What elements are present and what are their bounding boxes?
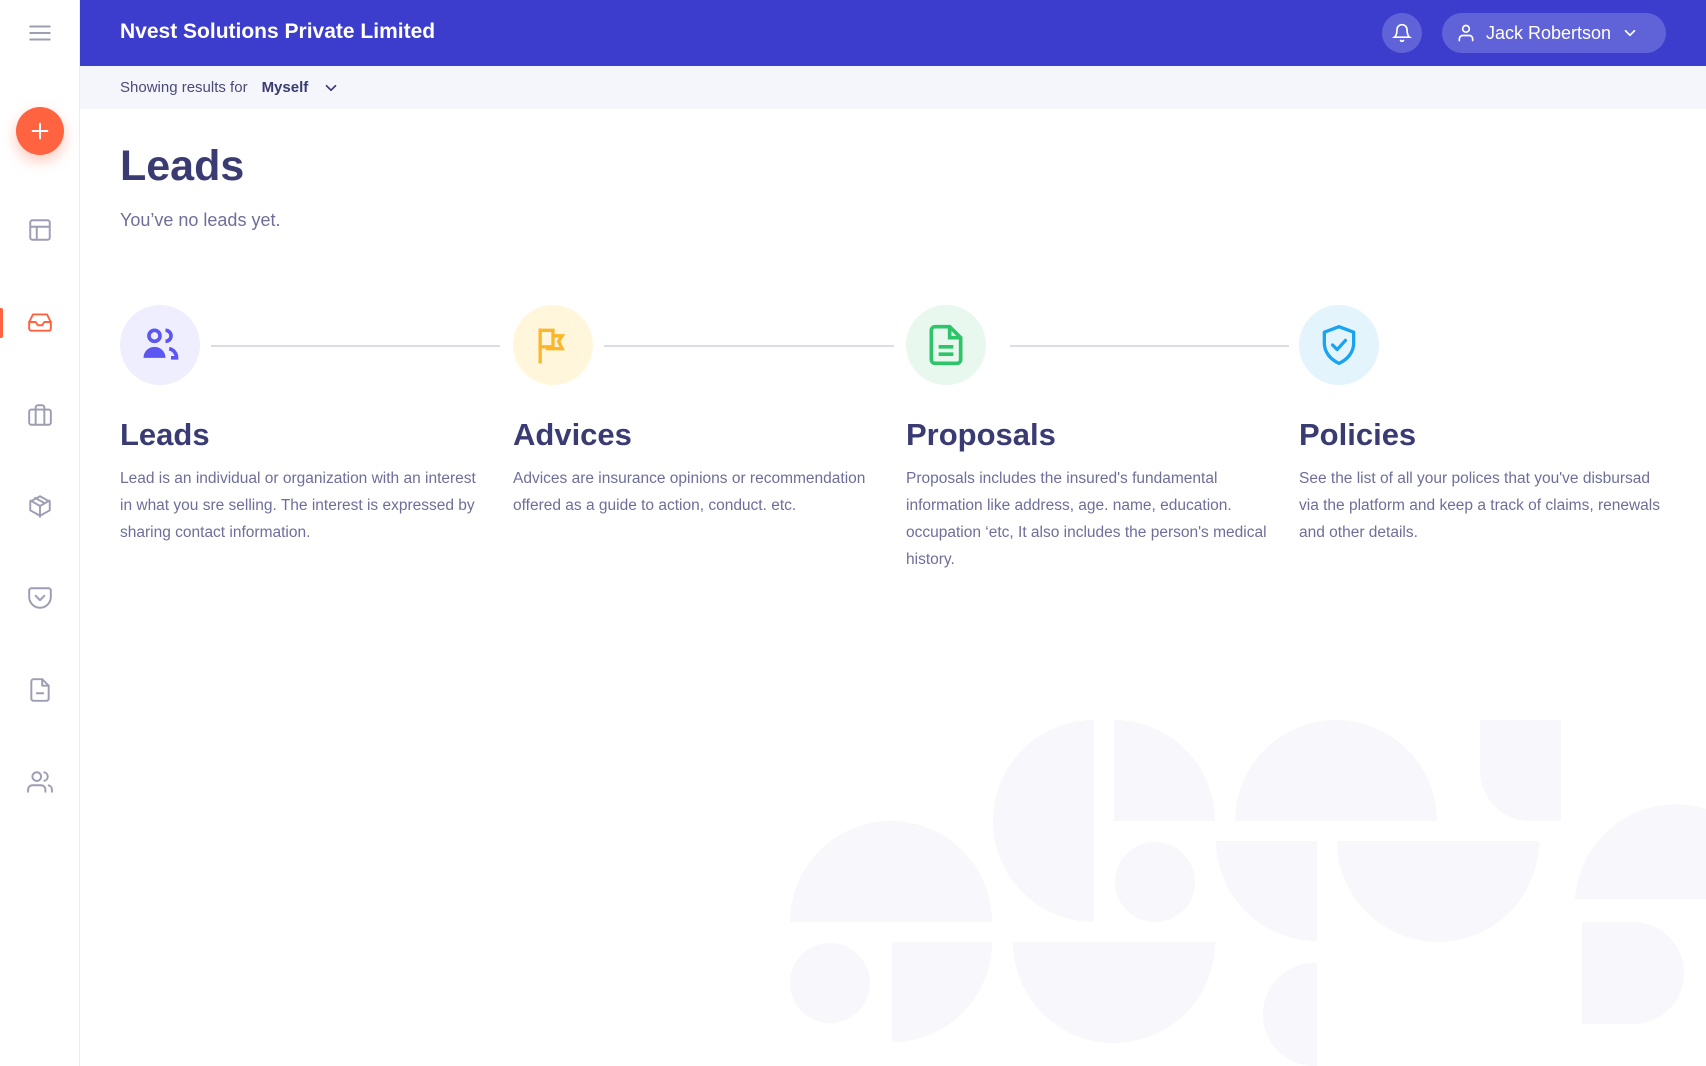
notifications-button[interactable] <box>1382 13 1422 53</box>
user-icon <box>1458 24 1474 42</box>
active-indicator <box>0 308 3 338</box>
users-icon <box>27 771 53 793</box>
menu-button[interactable] <box>20 13 60 53</box>
document-icon <box>929 324 963 366</box>
user-menu[interactable]: Jack Robertson <box>1442 13 1666 53</box>
sidebar-item-leads[interactable] <box>20 302 60 342</box>
sidebar-item-documents[interactable] <box>20 670 60 710</box>
top-header: Nvest Solutions Private Limited Jack Rob… <box>80 0 1706 66</box>
sidebar <box>0 0 80 1066</box>
briefcase-icon <box>28 404 52 426</box>
page-title: Leads <box>120 142 245 190</box>
bell-icon <box>1392 23 1412 43</box>
filter-select[interactable]: Myself <box>261 79 309 96</box>
company-name: Nvest Solutions Private Limited <box>120 20 436 43</box>
step-description: Advices are insurance opinions or recomm… <box>513 470 866 514</box>
chevron-down-icon <box>1624 29 1636 37</box>
step-advices: Advices Advices are insurance opinions o… <box>513 305 883 519</box>
inbox-icon <box>28 313 52 332</box>
pocket-icon <box>28 587 52 609</box>
sidebar-item-policies[interactable] <box>20 578 60 618</box>
connector-line <box>604 345 894 347</box>
step-title: Advices <box>513 417 632 452</box>
step-title: Proposals <box>906 417 1056 452</box>
sidebar-item-briefcase[interactable] <box>20 395 60 435</box>
step-description: Lead is an individual or organization wi… <box>120 470 476 541</box>
sidebar-item-dashboard[interactable] <box>20 210 60 250</box>
sidebar-item-users[interactable] <box>20 762 60 802</box>
filter-label: Showing results for <box>120 79 248 96</box>
step-title: Policies <box>1299 417 1417 452</box>
user-name: Jack Robertson <box>1486 22 1612 43</box>
box-icon <box>29 495 51 518</box>
step-title: Leads <box>120 417 210 452</box>
chevron-down-icon[interactable] <box>322 79 340 97</box>
step-policies: Policies See the list of all your police… <box>1299 305 1669 546</box>
page-subtitle: You’ve no leads yet. <box>120 210 281 230</box>
add-icon <box>31 122 49 140</box>
step-leads: Leads Lead is an individual or organizat… <box>120 305 490 546</box>
step-proposals: Proposals Proposals includes the insured… <box>906 305 1276 573</box>
add-button[interactable] <box>16 107 64 155</box>
decorative-background-shapes <box>790 720 1706 1066</box>
menu-icon <box>29 25 51 41</box>
document-icon <box>30 678 50 702</box>
connector-line <box>211 345 500 347</box>
step-description: Proposals includes the insured's fundame… <box>906 470 1267 568</box>
flag-icon <box>538 328 566 364</box>
filter-bar: Showing results for Myself <box>80 66 1706 109</box>
sidebar-item-products[interactable] <box>20 486 60 526</box>
shield-check-icon <box>1322 325 1356 365</box>
users-icon <box>143 328 179 360</box>
layout-icon <box>29 219 51 241</box>
step-description: See the list of all your polices that yo… <box>1299 470 1660 541</box>
connector-line <box>1010 345 1289 347</box>
